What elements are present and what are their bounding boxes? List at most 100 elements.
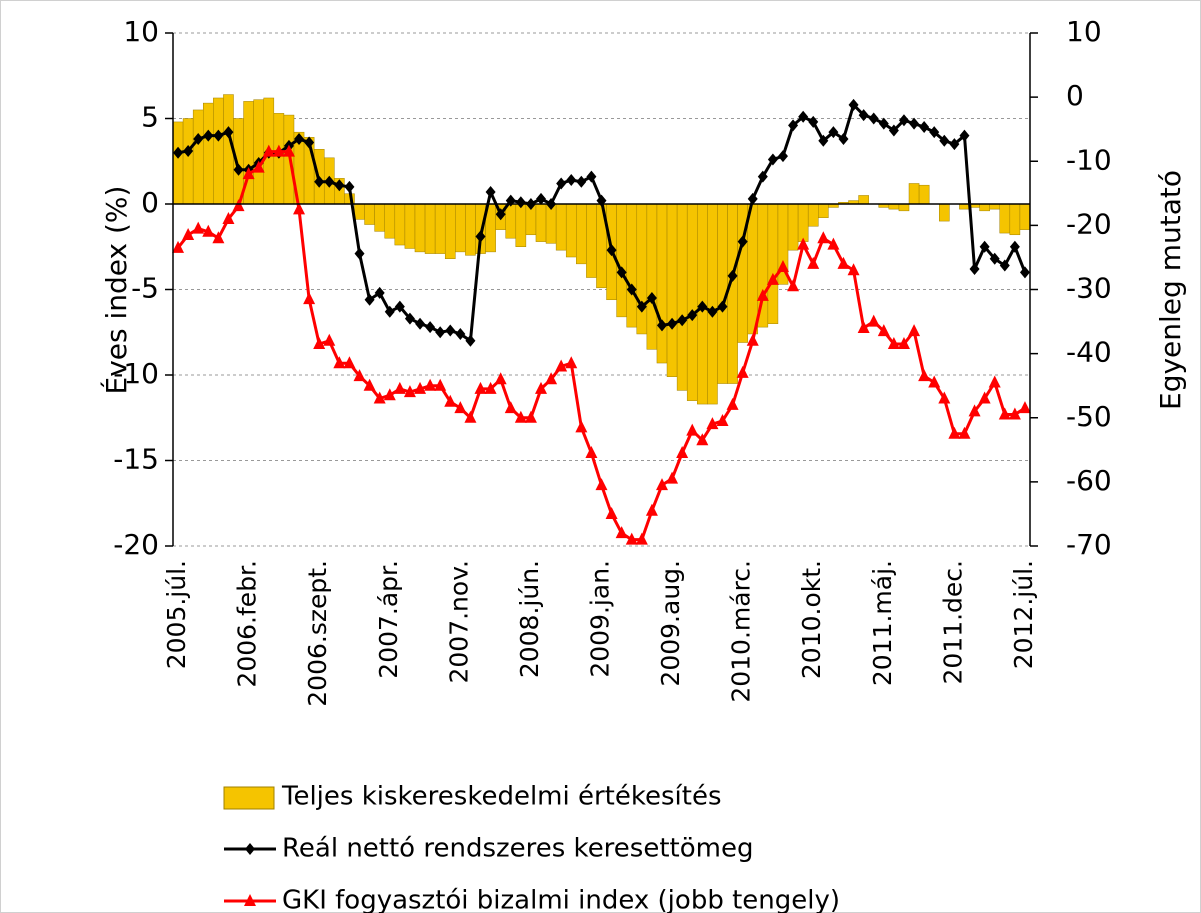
bar (767, 203, 779, 324)
bar (384, 203, 396, 239)
y-tick-label: 0 (141, 186, 159, 219)
marker (727, 269, 738, 282)
y-tick-label: -15 (113, 443, 159, 476)
bar (656, 203, 668, 364)
marker (354, 247, 365, 260)
marker (707, 305, 718, 318)
y2-tick-label: -20 (1066, 207, 1112, 240)
marker (969, 262, 980, 275)
marker (465, 334, 476, 347)
marker (788, 119, 799, 132)
marker (717, 300, 728, 313)
marker (827, 237, 840, 250)
marker (173, 146, 184, 159)
bar (636, 203, 648, 335)
marker (193, 133, 204, 146)
bar (626, 203, 638, 328)
marker (383, 388, 396, 401)
marker (1019, 266, 1030, 279)
marker (556, 177, 567, 190)
bar (182, 118, 194, 205)
marker (736, 365, 749, 378)
marker (777, 150, 788, 163)
marker (454, 401, 467, 414)
marker (343, 356, 356, 369)
x-tick-label: 2009.jan. (586, 560, 615, 678)
bar (1019, 203, 1031, 230)
marker (939, 134, 950, 147)
marker (435, 326, 446, 339)
x-tick-label: 2010.márc. (727, 560, 756, 703)
marker (172, 240, 185, 253)
marker (545, 372, 558, 385)
marker (323, 333, 336, 346)
x-tick-label: 2006.febr. (233, 560, 262, 688)
x-tick-label: 2011.dec. (938, 560, 967, 685)
y2-tick-label: 10 (1066, 15, 1102, 48)
marker (757, 170, 768, 183)
bar (727, 203, 738, 384)
marker (223, 126, 234, 139)
bar (908, 183, 920, 205)
marker (938, 391, 951, 404)
marker (576, 175, 587, 188)
marker (848, 98, 859, 111)
bar (424, 203, 436, 254)
bar (444, 203, 456, 259)
marker (978, 391, 991, 404)
marker (474, 381, 487, 394)
marker (394, 300, 405, 313)
marker (586, 170, 597, 183)
y-tick-label: -10 (113, 357, 159, 390)
marker (515, 196, 526, 209)
marker (374, 286, 385, 299)
bar (253, 99, 264, 205)
marker (807, 256, 820, 269)
marker (747, 192, 758, 205)
x-tick-label: 2007.nov. (444, 560, 473, 684)
marker (686, 423, 699, 436)
marker (344, 180, 355, 193)
marker (797, 237, 810, 250)
bar (555, 203, 567, 251)
marker (555, 359, 568, 372)
marker (635, 532, 648, 545)
marker (857, 320, 870, 333)
bar (192, 109, 204, 205)
marker (746, 333, 759, 346)
bar (787, 203, 799, 251)
marker (909, 117, 920, 130)
marker (958, 426, 971, 439)
marker (585, 446, 598, 459)
marker (887, 337, 900, 350)
bar (202, 102, 214, 205)
marker (364, 293, 375, 306)
marker (455, 327, 466, 340)
marker (303, 292, 316, 305)
marker (272, 144, 285, 157)
marker (737, 235, 748, 248)
marker (615, 526, 628, 539)
marker (514, 410, 527, 423)
marker (233, 163, 244, 176)
x-tick-label: 2005.júl. (162, 560, 191, 669)
marker (998, 407, 1011, 420)
marker (213, 129, 224, 142)
bar (616, 203, 627, 318)
marker (445, 324, 456, 337)
marker (888, 124, 899, 137)
marker (324, 175, 335, 188)
marker (444, 394, 457, 407)
marker (434, 378, 447, 391)
marker (334, 179, 345, 192)
marker (384, 305, 395, 318)
bar (515, 203, 527, 247)
marker (766, 272, 779, 285)
bar (404, 203, 416, 249)
marker (667, 317, 678, 330)
bar (646, 203, 658, 350)
marker (767, 153, 778, 166)
legend-marker (245, 843, 255, 855)
bar (565, 203, 577, 258)
